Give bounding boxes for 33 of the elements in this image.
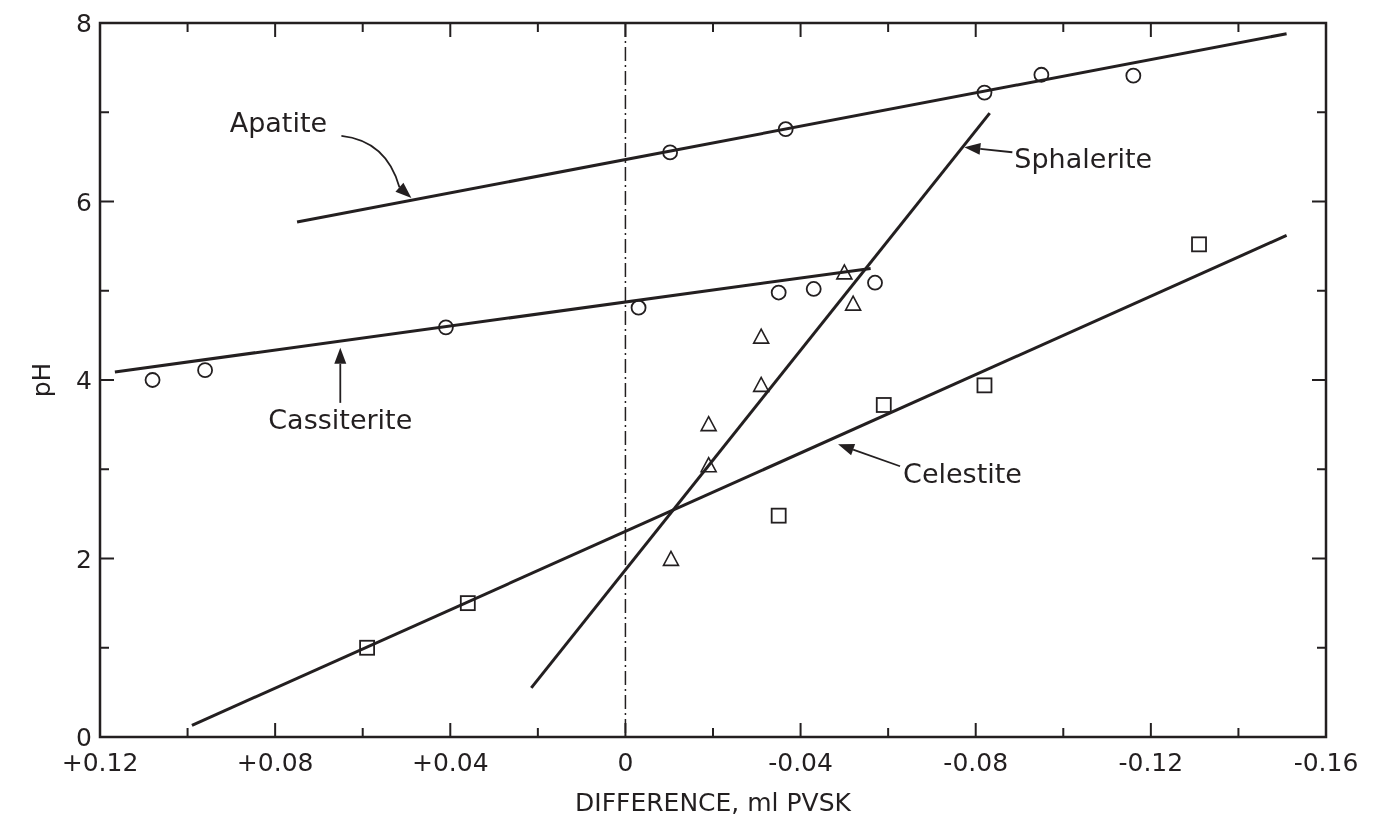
point xyxy=(752,376,770,393)
point xyxy=(1125,67,1142,84)
x-tick-label: -0.16 xyxy=(1293,748,1359,777)
x-tick-label: -0.12 xyxy=(1118,748,1184,777)
y-axis-title: pH xyxy=(27,362,56,398)
point xyxy=(1191,236,1207,253)
point xyxy=(770,507,787,524)
point xyxy=(805,281,822,297)
x-tick-label: +0.08 xyxy=(236,748,314,777)
annotation: Sphalerite xyxy=(1014,143,1153,175)
point xyxy=(630,299,647,316)
annotation: Cassiterite xyxy=(268,403,413,435)
y-tick-label: 2 xyxy=(76,544,92,574)
point xyxy=(844,295,862,311)
point xyxy=(197,362,213,379)
x-tick-label: 0 xyxy=(617,748,634,777)
x-axis-title: DIFFERENCE, ml PVSK xyxy=(575,788,852,817)
y-tick-label: 4 xyxy=(76,366,92,395)
annotation: Celestite xyxy=(903,458,1022,490)
point xyxy=(700,415,717,432)
point xyxy=(875,397,892,413)
y-tick-label: 8 xyxy=(76,9,92,38)
point xyxy=(867,274,883,291)
point xyxy=(144,372,161,388)
x-tick-label: +0.04 xyxy=(411,748,489,777)
point xyxy=(752,328,770,344)
y-tick-label: 6 xyxy=(76,187,92,217)
point xyxy=(770,284,787,301)
point xyxy=(976,377,993,394)
x-tick-label: -0.04 xyxy=(768,748,833,777)
annotation: Apatite xyxy=(229,106,328,138)
x-tick-label: -0.08 xyxy=(943,748,1009,777)
point xyxy=(662,550,680,567)
